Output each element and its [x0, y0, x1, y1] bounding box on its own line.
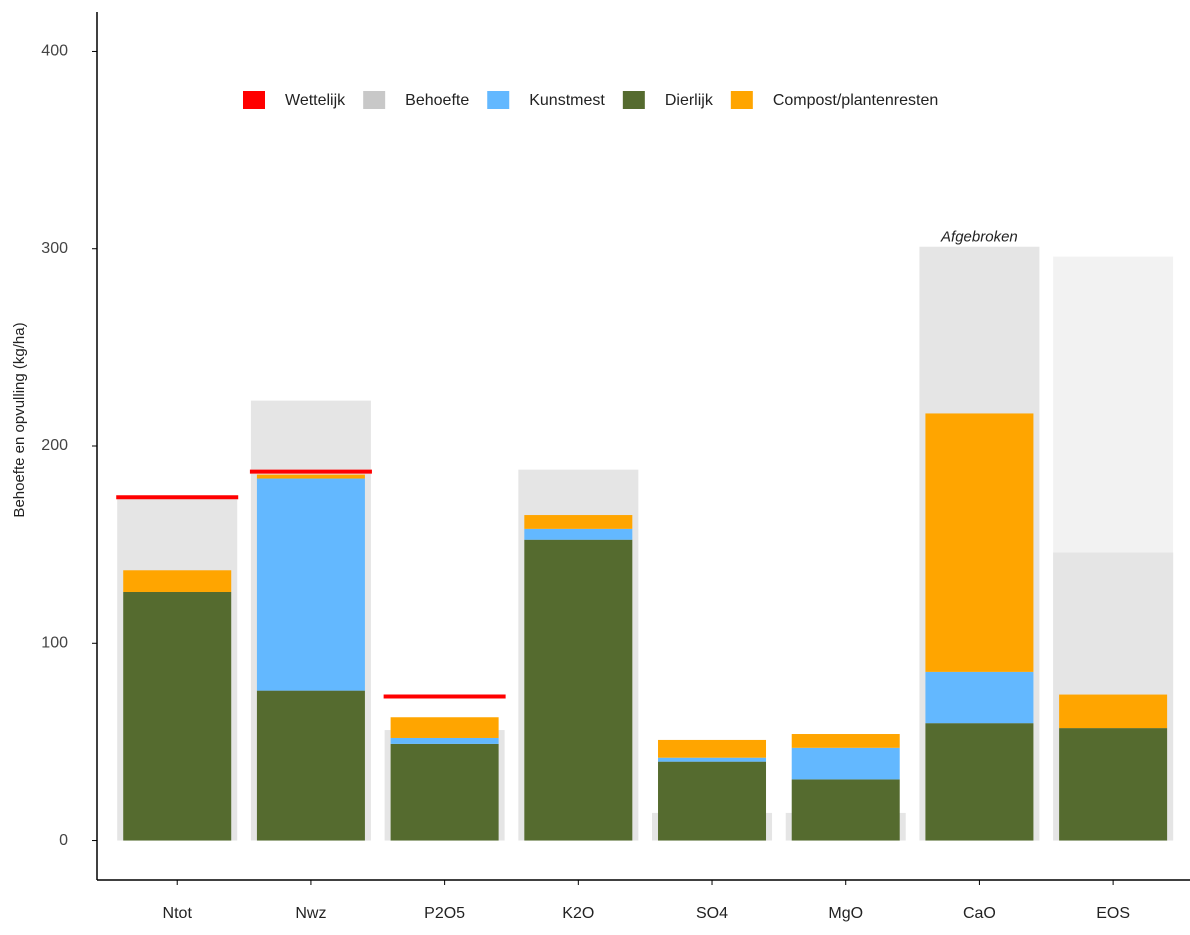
- stacked-bar: [658, 757, 767, 762]
- stacked-bar: [390, 743, 499, 841]
- x-tick-label: MgO: [828, 905, 863, 922]
- y-tick-label: 400: [41, 43, 68, 60]
- x-tick-label: SO4: [696, 905, 728, 922]
- stacked-bar: [256, 474, 365, 479]
- stacked-bar: [256, 690, 365, 841]
- x-tick-label: P2O5: [424, 905, 465, 922]
- x-tick-label: EOS: [1096, 905, 1130, 922]
- stacked-bar: [123, 591, 232, 841]
- legend-label: Behoefte: [405, 92, 469, 109]
- stacked-bar: [524, 539, 633, 841]
- stacked-bar: [658, 739, 767, 758]
- legend-swatch: [487, 91, 510, 109]
- legend-label: Compost/plantenresten: [773, 92, 938, 109]
- stacked-bar: [925, 723, 1034, 841]
- stacked-bar: [390, 717, 499, 738]
- stacked-bar: [791, 734, 900, 748]
- y-tick-label: 100: [41, 634, 68, 651]
- y-tick-label: 0: [59, 832, 68, 849]
- stacked-bar: [524, 528, 633, 540]
- legend-swatch: [730, 91, 753, 109]
- legend-label: Wettelijk: [285, 92, 346, 109]
- x-tick-label: Nwz: [295, 905, 326, 922]
- legend-swatch: [363, 91, 386, 109]
- x-tick-label: Ntot: [163, 905, 193, 922]
- legend-label: Dierlijk: [665, 92, 714, 109]
- annotation: Afgebroken: [940, 229, 1018, 246]
- stacked-bar: [925, 413, 1034, 672]
- stacked-bar: [925, 671, 1034, 724]
- y-tick-label: 200: [41, 437, 68, 454]
- stacked-bar: [390, 737, 499, 744]
- stacked-bar: [1059, 694, 1168, 729]
- y-tick-label: 300: [41, 240, 68, 257]
- x-tick-label: K2O: [562, 905, 594, 922]
- stacked-bar: [791, 747, 900, 780]
- stacked-bar: [791, 779, 900, 841]
- stacked-bar: [256, 478, 365, 691]
- legend-label: Kunstmest: [529, 92, 605, 109]
- x-tick-label: CaO: [963, 905, 996, 922]
- stacked-bar: [1059, 728, 1168, 841]
- stacked-bar: [524, 515, 633, 529]
- stacked-bar: [658, 761, 767, 841]
- legend-swatch: [243, 91, 265, 109]
- stacked-bar: [123, 570, 232, 592]
- y-axis-label: Behoefte en opvulling (kg/ha): [11, 322, 28, 517]
- legend-swatch: [622, 91, 645, 109]
